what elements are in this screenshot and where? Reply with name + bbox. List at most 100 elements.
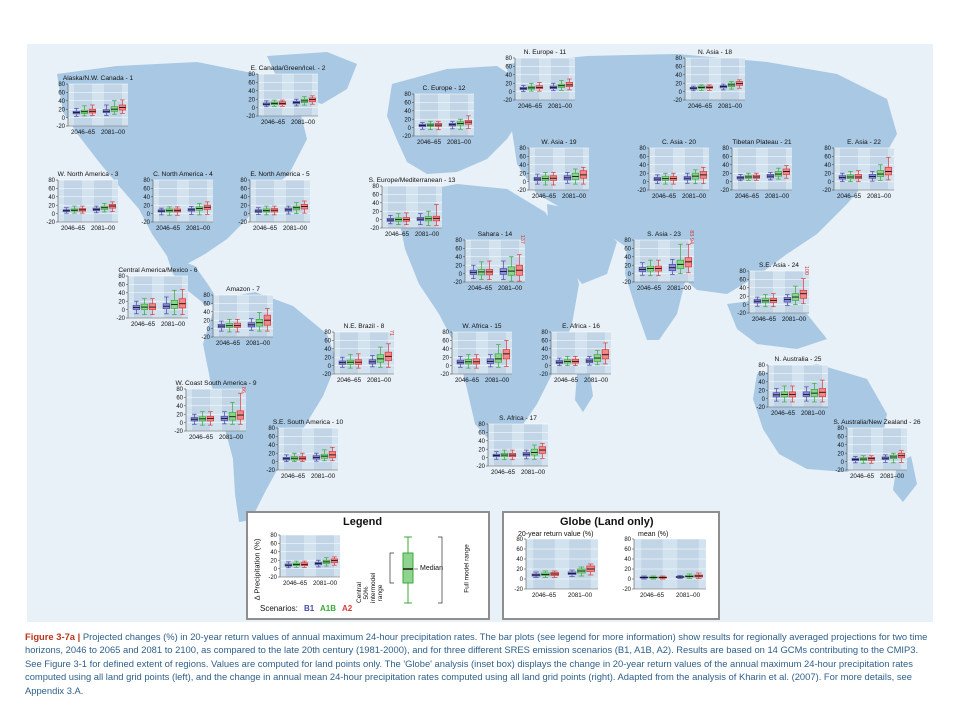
chart-title: Sahara - 14 (478, 231, 513, 238)
y-tick-label: 0 (841, 460, 845, 466)
chart-title: W. Asia - 19 (541, 139, 577, 146)
y-tick-label: 20 (118, 299, 125, 305)
y-tick-label: 80 (758, 363, 765, 369)
region-chart-23: N. Australia - 25 -20 0 20 40 60 80 2046–65 2081… (756, 356, 828, 417)
y-tick-label: 0 (523, 180, 527, 186)
x-tick-label: 2081–00 (568, 592, 593, 599)
legend-scenario-a2: A2 (342, 604, 353, 613)
x-tick-label: 2081–00 (867, 193, 892, 200)
y-tick-label: -20 (514, 587, 523, 593)
x-tick-label: 2081–00 (584, 377, 609, 384)
y-tick-label: 20 (455, 263, 462, 269)
x-tick-label: 2046–65 (131, 321, 156, 328)
globe-title: Globe (Land only) (560, 516, 654, 528)
y-tick-label: 80 (624, 537, 631, 543)
region-chart-13: E. Asia - 22 -20 0 20 40 60 80 2046–65 2081–00 (822, 139, 894, 200)
y-tick-label: 40 (248, 89, 255, 95)
y-tick-label: 80 (505, 56, 512, 62)
y-tick-label: 0 (180, 421, 184, 427)
y-tick-label: 80 (324, 330, 331, 336)
y-tick-label: 60 (505, 65, 512, 71)
region-chart-12: Tibetan Plateau - 21 -20 0 20 40 60 80 2046–65 2… (720, 139, 792, 200)
y-tick-label: 20 (739, 294, 746, 300)
x-tick-label: 2081–00 (667, 285, 692, 292)
y-tick-label: -20 (835, 468, 844, 474)
y-tick-label: 40 (624, 557, 631, 563)
x-tick-label: 2046–65 (253, 225, 278, 232)
y-tick-label: 0 (743, 303, 747, 309)
box-A1B (494, 353, 502, 363)
y-tick-label: 20 (143, 203, 150, 209)
x-tick-label: 2081–00 (101, 129, 126, 136)
y-tick-label: 20 (675, 81, 682, 87)
x-tick-label: 2081–00 (447, 139, 472, 146)
period-band (388, 186, 406, 228)
chart-title: Alaska/N.W. Canada - 1 (63, 75, 134, 82)
y-tick-label: 80 (442, 330, 449, 336)
x-tick-label: 2081–00 (682, 193, 707, 200)
chart-title: S. Asia - 23 (647, 231, 681, 238)
chart-title: E. Canada/Green/Icel. - 2 (251, 65, 326, 72)
y-tick-label: -20 (453, 280, 462, 286)
globe-box: Globe (Land only) 20-year return value (… (502, 511, 720, 620)
y-tick-label: 80 (268, 426, 275, 432)
y-tick-label: 60 (478, 431, 485, 437)
y-tick-label: 0 (726, 180, 730, 186)
y-tick-label: 80 (203, 293, 210, 299)
x-tick-label: 2081–00 (485, 377, 510, 384)
y-tick-label: -20 (246, 114, 255, 120)
region-chart-4: N. Asia - 18 -20 0 20 40 60 80 2046–65 2081–00 (673, 49, 745, 110)
y-tick-label: 40 (519, 163, 526, 169)
y-tick-label: 60 (739, 278, 746, 284)
region-chart-16: Central America/Mexico - 6 -20 0 20 40 60 80 20… (116, 267, 198, 328)
x-tick-label: 2046–65 (261, 119, 286, 126)
y-tick-label: 40 (203, 310, 210, 316)
y-tick-label: 60 (404, 101, 411, 107)
globe-return-value-chart: -20 0 20 40 60 80 2046–65 2081–00 (514, 537, 598, 599)
legend-key-bracket-outer (438, 536, 443, 604)
y-tick-label: 40 (624, 255, 631, 261)
globe-left-subtitle: 20-year return value (%) (518, 531, 594, 538)
y-tick-label: 80 (176, 387, 183, 393)
y-tick-label: 60 (270, 542, 277, 548)
y-tick-label: 80 (240, 178, 247, 184)
x-tick-label: 2081–00 (880, 473, 905, 480)
y-tick-label: 60 (58, 91, 65, 97)
y-tick-label: -20 (622, 587, 631, 593)
outlier-annotation: 83 94 (688, 230, 694, 244)
y-tick-label: 0 (459, 272, 463, 278)
map-arabia (547, 204, 617, 284)
map-africa (399, 184, 579, 444)
y-tick-label: 80 (639, 146, 646, 152)
y-tick-label: 60 (268, 435, 275, 441)
y-tick-label: 40 (455, 255, 462, 261)
y-tick-label: 0 (509, 90, 513, 96)
region-chart-18: N.E. Brazil - 8 -20 0 20 40 60 80 2046–65 2081–0… (322, 323, 394, 384)
x-tick-label: 2081–00 (676, 592, 701, 599)
y-tick-label: -20 (737, 311, 746, 317)
chart-title: Amazon - 7 (226, 286, 260, 293)
period-band (883, 428, 901, 470)
x-tick-label: 2081–00 (311, 473, 336, 480)
figure-caption: Figure 3-7a | Projected changes (%) in 2… (25, 630, 935, 697)
y-tick-label: 20 (824, 171, 831, 177)
region-chart-25: S. Africa - 17 -20 0 20 40 60 80 2046–65 2081–00 (476, 415, 548, 476)
x-tick-label: 2081–00 (367, 377, 392, 384)
chart-title: C. North America - 4 (153, 171, 213, 178)
y-tick-label: 40 (176, 404, 183, 410)
y-tick-label: -20 (440, 372, 449, 378)
box-A2 (799, 289, 808, 299)
x-tick-label: 2046–65 (71, 129, 96, 136)
y-tick-label: -20 (116, 316, 125, 322)
y-tick-label: 60 (624, 247, 631, 253)
region-chart-24: S.E. South America - 10 -20 0 20 40 60 80 2046–… (266, 419, 343, 480)
region-chart-5: C. Europe - 12 -20 0 20 40 60 80 2046–65 2081–00 (402, 85, 474, 146)
y-tick-label: 40 (837, 443, 844, 449)
y-tick-label: 20 (324, 355, 331, 361)
y-tick-label: 80 (624, 238, 631, 244)
period-band (294, 74, 312, 116)
x-tick-label: 2081–00 (801, 410, 826, 417)
globe-mean-chart: -20 0 20 40 60 80 2046–65 2081–00 (622, 537, 706, 599)
chart-title: C. Asia - 20 (662, 139, 696, 146)
x-tick-label: 2046–65 (337, 377, 362, 384)
